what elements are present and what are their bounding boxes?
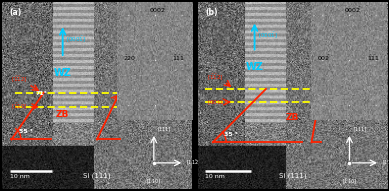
Text: $\bar{2}$20: $\bar{2}$20 [123,54,136,63]
Text: [$\bar{1}$10]: [$\bar{1}$10] [11,102,28,112]
Text: [$\bar{1}\bar{1}$2]: [$\bar{1}\bar{1}$2] [11,75,28,84]
Text: [111]: [111] [353,126,366,131]
Text: [111]: [111] [158,126,171,131]
Text: 71°: 71° [35,91,47,96]
Text: 000$\bar{2}$: 000$\bar{2}$ [149,6,167,15]
Text: WZ: WZ [54,68,72,78]
Text: 35 °: 35 ° [224,132,238,137]
Text: (b): (b) [205,8,218,17]
Text: $\bar{1}\bar{1}$1: $\bar{1}\bar{1}$1 [172,54,186,63]
Text: [001$\bar{1}$]: [001$\bar{1}$] [207,97,227,107]
Text: [$\bar{1}$10]: [$\bar{1}$10] [147,178,161,187]
Text: ZB: ZB [286,113,299,122]
Text: $\bar{1}\bar{1}$1: $\bar{1}\bar{1}$1 [367,54,380,63]
Text: 00$\bar{2}$: 00$\bar{2}$ [317,54,331,63]
Text: [000$\bar{1}$]: [000$\bar{1}$] [67,35,86,44]
Text: 55 °: 55 ° [19,129,33,134]
Text: [$\bar{1}$10]: [$\bar{1}$10] [342,178,357,187]
Text: 10 nm: 10 nm [205,174,225,179]
Text: Si (111): Si (111) [279,172,307,179]
Text: [11$\bar{2}$]: [11$\bar{2}$] [186,158,201,168]
Text: 000$\bar{2}$: 000$\bar{2}$ [343,6,361,15]
Text: Si (111): Si (111) [83,172,111,179]
Text: [$\bar{1}\bar{1}$2]: [$\bar{1}\bar{1}$2] [207,73,223,83]
Text: ZB: ZB [56,110,69,119]
Text: 10 nm: 10 nm [10,174,30,179]
Text: WZ: WZ [245,62,263,72]
Text: [000$\bar{1}$]: [000$\bar{1}$] [258,31,278,40]
Text: (a): (a) [10,8,22,17]
Text: [11$\bar{2}$]: [11$\bar{2}$] [382,158,389,168]
